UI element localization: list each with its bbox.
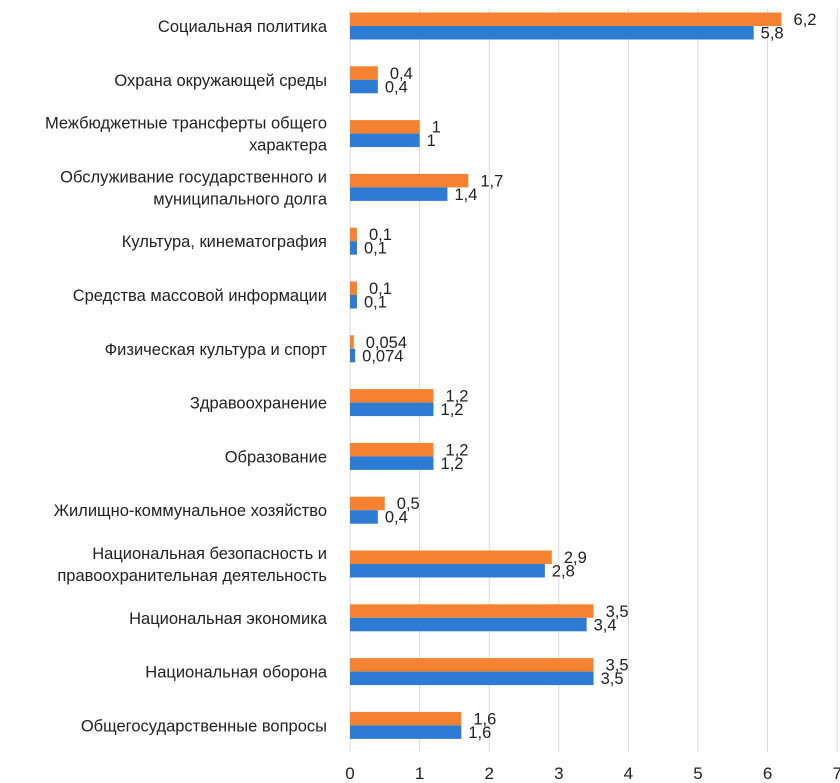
x-tick-label: 2 bbox=[484, 764, 493, 783]
value-label-orange: 0,054 bbox=[366, 334, 407, 352]
value-label-blue: 0,1 bbox=[364, 294, 387, 312]
category-label: Социальная политика bbox=[158, 18, 328, 36]
category-label: Образование bbox=[225, 448, 327, 466]
value-label-orange: 3,5 bbox=[606, 657, 629, 675]
category-label: Охрана окружающей среды bbox=[114, 72, 327, 90]
value-label-orange: 1,7 bbox=[480, 172, 503, 190]
bar-orange bbox=[350, 281, 357, 295]
bar-orange bbox=[350, 442, 434, 457]
category-label: Национальная экономика bbox=[129, 610, 328, 628]
x-tick-label: 0 bbox=[345, 764, 354, 783]
bar-blue bbox=[350, 671, 594, 686]
bar-blue bbox=[350, 564, 545, 578]
category-label: характера bbox=[249, 137, 328, 155]
value-label-orange: 2,9 bbox=[564, 549, 587, 567]
bar-blue bbox=[350, 456, 434, 470]
bar-blue bbox=[350, 348, 356, 363]
bar-orange bbox=[350, 335, 354, 349]
bar-orange bbox=[350, 120, 420, 134]
bar-orange bbox=[350, 658, 594, 672]
bar-blue bbox=[350, 187, 448, 201]
category-label: Культура, кинематография bbox=[122, 233, 327, 251]
value-label-blue: 0,074 bbox=[362, 347, 403, 365]
bar-blue bbox=[350, 241, 357, 255]
grid-layer bbox=[349, 9, 838, 752]
bar-blue bbox=[350, 510, 378, 524]
bar-blue bbox=[350, 295, 357, 309]
value-label-blue: 1,4 bbox=[454, 186, 477, 204]
category-label: Обслуживание государственного и bbox=[60, 168, 327, 186]
value-label-blue: 3,5 bbox=[601, 670, 624, 688]
value-label-orange: 0,5 bbox=[397, 495, 420, 513]
value-label-blue: 1,6 bbox=[468, 724, 491, 742]
value-label-blue: 1,2 bbox=[441, 455, 464, 473]
bar-orange bbox=[350, 66, 378, 80]
x-tick-label: 1 bbox=[415, 764, 424, 783]
value-label-orange: 0,4 bbox=[390, 65, 413, 83]
bar-orange bbox=[350, 12, 782, 26]
bar-orange bbox=[350, 173, 469, 188]
value-label-orange: 3,5 bbox=[606, 603, 629, 621]
value-label-orange: 1 bbox=[432, 119, 441, 137]
bar-orange bbox=[350, 389, 434, 403]
category-label: Национальная безопасность и bbox=[92, 545, 327, 563]
category-label: Здравоохранение bbox=[190, 395, 327, 413]
bars-layer bbox=[350, 12, 782, 739]
value-label-blue: 2,8 bbox=[552, 563, 575, 581]
value-label-orange: 6,2 bbox=[794, 11, 817, 29]
category-label: Национальная оборона bbox=[145, 664, 328, 682]
value-label-blue: 3,4 bbox=[594, 616, 617, 634]
value-label-blue: 0,1 bbox=[364, 240, 387, 258]
category-label: муниципального долга bbox=[153, 190, 328, 208]
labels-layer: 0 1 2 3 4 5 6 7 Социальная политика 6,2 5,8 Охрана … bbox=[45, 11, 840, 783]
value-label-blue: 1 bbox=[427, 132, 436, 150]
bar-blue bbox=[350, 617, 587, 632]
bar-orange bbox=[350, 496, 385, 511]
bar-orange bbox=[350, 227, 357, 242]
bar-orange bbox=[350, 604, 594, 618]
bar-blue bbox=[350, 26, 754, 40]
bar-blue bbox=[350, 133, 420, 148]
x-tick-label: 7 bbox=[832, 764, 840, 783]
category-label: правоохранительная деятельность bbox=[57, 567, 327, 585]
value-label-blue: 0,4 bbox=[385, 509, 408, 527]
x-tick-label: 3 bbox=[554, 764, 563, 783]
x-tick-label: 5 bbox=[693, 764, 702, 783]
value-label-orange: 1,6 bbox=[473, 710, 496, 728]
category-label: Физическая культура и спорт bbox=[105, 341, 328, 359]
bar-blue bbox=[350, 402, 434, 417]
category-label: Межбюджетные трансферты общего bbox=[45, 115, 327, 133]
category-label: Общегосударственные вопросы bbox=[81, 717, 327, 735]
category-label: Средства массовой информации bbox=[73, 287, 327, 305]
bar-orange bbox=[350, 711, 462, 726]
value-label-orange: 1,2 bbox=[446, 388, 469, 406]
value-label-blue: 5,8 bbox=[761, 25, 784, 43]
value-label-orange: 1,2 bbox=[446, 441, 469, 459]
category-label: Жилищно-коммунальное хозяйство bbox=[54, 502, 327, 520]
x-tick-label: 6 bbox=[763, 764, 772, 783]
value-label-blue: 1,2 bbox=[441, 401, 464, 419]
value-label-orange: 0,1 bbox=[369, 280, 392, 298]
bar-blue bbox=[350, 725, 462, 739]
x-tick-label: 4 bbox=[624, 764, 633, 783]
value-label-blue: 0,4 bbox=[385, 78, 408, 96]
value-label-orange: 0,1 bbox=[369, 226, 392, 244]
bar-orange bbox=[350, 550, 552, 564]
bar-blue bbox=[350, 79, 378, 94]
